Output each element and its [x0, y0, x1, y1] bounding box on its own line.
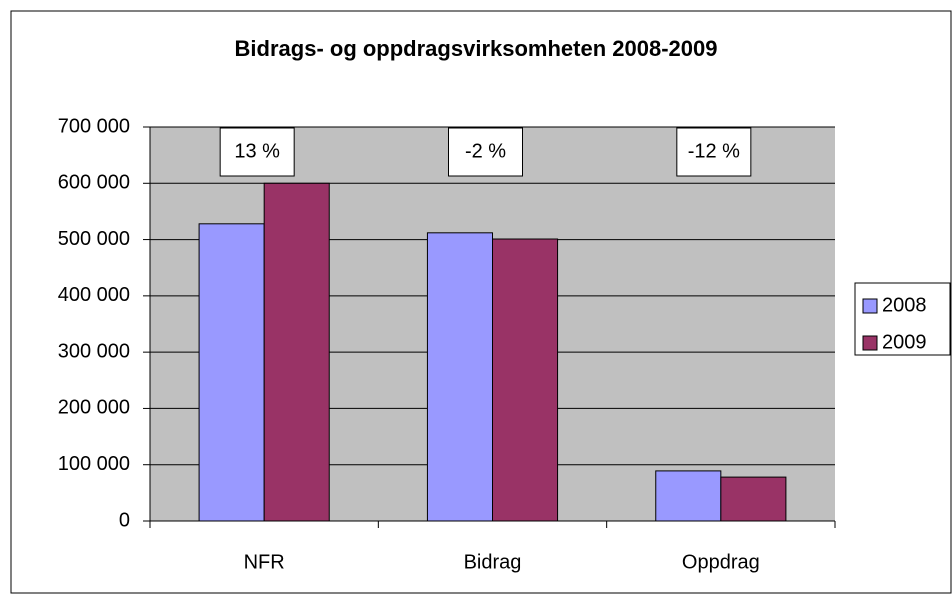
legend-label: 2009 [882, 331, 927, 353]
y-tick-label: 400 000 [58, 284, 130, 306]
y-tick-label: 600 000 [58, 172, 130, 194]
y-tick-label: 500 000 [58, 228, 130, 250]
bar [426, 232, 493, 522]
legend-swatch [862, 335, 878, 351]
x-tick-label: Oppdrag [682, 551, 760, 573]
y-tick-label: 100 000 [58, 453, 130, 475]
x-tick-label: NFR [244, 551, 285, 573]
bar [655, 470, 722, 522]
bar [492, 238, 559, 522]
y-tick-label: 0 [119, 509, 130, 531]
annotation: 13 % [234, 140, 280, 162]
y-tick-label: 200 000 [58, 397, 130, 419]
annotation: -12 % [688, 140, 740, 162]
legend-swatch [862, 298, 878, 314]
bar [263, 182, 330, 522]
annotation-box [448, 127, 523, 177]
bar [720, 476, 787, 522]
chart-title: Bidrags- og oppdragsvirksomheten 2008-20… [235, 36, 718, 61]
x-tick-label: Bidrag [464, 551, 522, 573]
legend-label: 2008 [882, 294, 927, 316]
y-tick-label: 300 000 [58, 340, 130, 362]
annotation: -2 % [465, 140, 506, 162]
y-tick-label: 700 000 [58, 115, 130, 137]
bar [198, 223, 265, 522]
annotation-box [219, 127, 295, 177]
annotation-box [676, 127, 752, 177]
